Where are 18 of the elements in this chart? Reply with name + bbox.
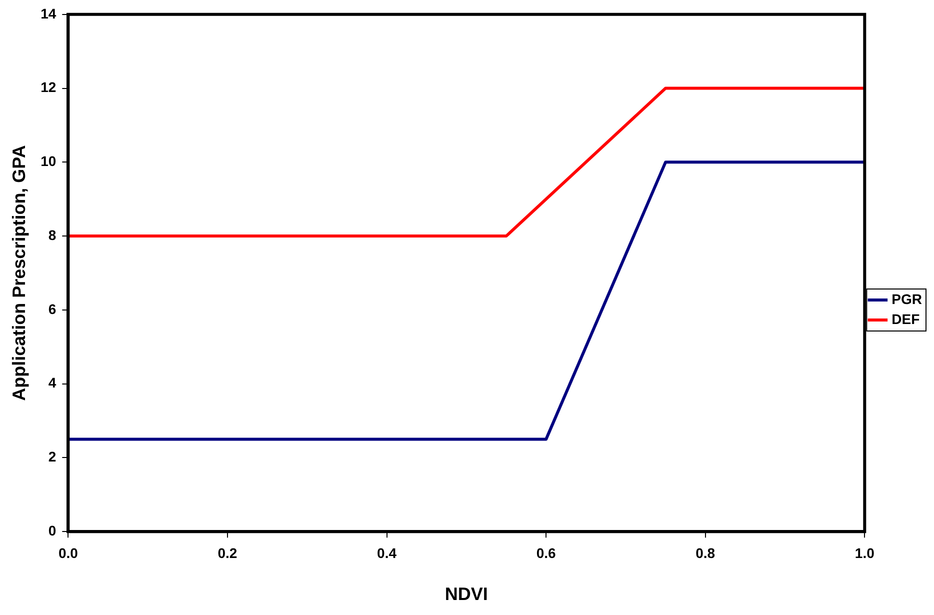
y-tick-label: 6	[48, 300, 56, 317]
x-tick-label: 0.4	[377, 544, 397, 561]
legend-label: PGR	[892, 290, 922, 307]
y-tick-label: 0	[48, 522, 56, 538]
x-axis-title: NDVI	[444, 584, 488, 604]
y-tick-label: 10	[40, 153, 56, 170]
y-tick-label: 12	[40, 79, 56, 96]
y-tick-label: 4	[48, 374, 56, 391]
x-tick-label: 0.0	[58, 544, 78, 561]
x-tick-label: 1.0	[854, 544, 875, 561]
x-tick-label: 0.8	[696, 544, 716, 561]
y-tick-label: 2	[48, 448, 56, 465]
y-axis-title: Application Prescription, GPA	[8, 145, 29, 401]
y-tick-label: 14	[40, 5, 56, 22]
y-tick-label: 8	[48, 226, 56, 243]
legend-label: DEF	[892, 310, 920, 327]
x-tick-label: 0.2	[218, 544, 238, 561]
x-tick-label: 0.6	[536, 544, 556, 561]
